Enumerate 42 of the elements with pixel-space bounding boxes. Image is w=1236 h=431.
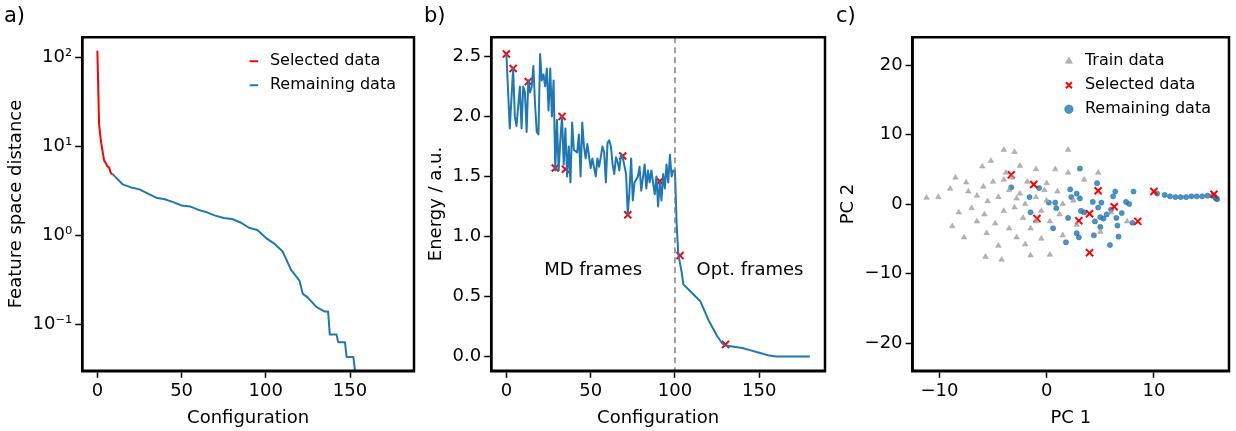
y-axis-title: PC 2 (836, 183, 858, 225)
chart-title: b) (424, 3, 446, 28)
x-axis-title: Configuration (597, 405, 720, 427)
y-tick-label: −20 (864, 330, 903, 352)
x-tick-label: 50 (170, 379, 194, 401)
x-tick-label: 50 (579, 379, 603, 401)
y-tick-label: 1.5 (452, 164, 482, 186)
legend-label: Selected data (269, 50, 381, 70)
legend-label: Remaining data (1084, 98, 1212, 118)
chart-title: a) (4, 3, 26, 28)
legend-label: Selected data (1084, 74, 1196, 94)
annotation: MD frames (544, 258, 643, 280)
x-tick-label: 0 (91, 379, 104, 401)
y-tick-label: 1.0 (452, 224, 482, 246)
x-tick-label: 150 (332, 379, 368, 401)
chart-title: c) (836, 3, 856, 28)
legend-label: Remaining data (269, 74, 397, 94)
y-axis-title: Feature space distance (4, 99, 26, 309)
legend-label: Train data (1083, 50, 1165, 70)
y-tick-label: 2.5 (452, 44, 482, 66)
y-tick-label: 10⁻¹ (32, 312, 73, 333)
x-tick-label: 10 (1142, 379, 1166, 401)
y-tick-label: 0.0 (452, 344, 482, 366)
annotation: Opt. frames (696, 258, 804, 280)
y-tick-label: 10¹ (42, 134, 73, 156)
x-tick-label: 100 (657, 379, 693, 401)
y-tick-label: 0 (891, 191, 903, 213)
x-tick-label: 0 (1040, 379, 1053, 401)
y-tick-label: 10² (42, 45, 73, 67)
x-tick-label: −10 (920, 379, 959, 401)
x-tick-label: 0 (500, 379, 513, 401)
y-tick-label: 10⁰ (42, 223, 73, 245)
y-tick-label: −10 (864, 261, 903, 283)
x-axis-title: Configuration (187, 405, 310, 427)
y-tick-label: 0.5 (452, 284, 482, 306)
y-axis-title: Energy / a.u. (424, 146, 446, 262)
x-tick-label: 100 (248, 379, 283, 401)
x-tick-label: 150 (742, 379, 777, 401)
y-tick-label: 10 (879, 122, 903, 144)
y-tick-label: 20 (879, 52, 903, 74)
y-tick-label: 2.0 (452, 104, 482, 126)
x-axis-title: PC 1 (1050, 405, 1092, 427)
